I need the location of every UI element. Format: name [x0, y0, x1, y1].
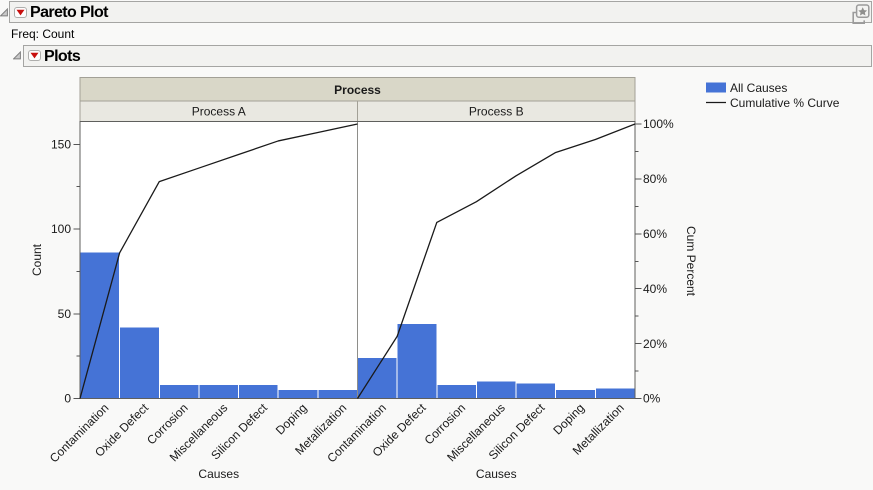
svg-text:150: 150 — [51, 137, 71, 151]
svg-text:20%: 20% — [643, 337, 667, 351]
svg-text:100: 100 — [51, 222, 71, 236]
svg-text:Cum Percent: Cum Percent — [684, 226, 698, 297]
svg-text:Process: Process — [334, 83, 381, 97]
svg-text:Causes: Causes — [476, 467, 517, 481]
svg-text:50: 50 — [58, 307, 72, 321]
svg-text:Count: Count — [30, 243, 44, 276]
svg-text:0%: 0% — [643, 392, 661, 406]
svg-text:40%: 40% — [643, 282, 667, 296]
svg-text:Process B: Process B — [469, 105, 524, 119]
svg-text:Causes: Causes — [198, 467, 239, 481]
svg-text:60%: 60% — [643, 227, 667, 241]
svg-text:All Causes: All Causes — [730, 81, 787, 95]
svg-text:Doping: Doping — [550, 401, 587, 438]
svg-text:Process A: Process A — [192, 105, 246, 119]
svg-text:0: 0 — [64, 392, 71, 406]
svg-text:80%: 80% — [643, 172, 667, 186]
svg-text:Doping: Doping — [273, 401, 310, 438]
svg-text:100%: 100% — [643, 117, 674, 131]
svg-text:Cumulative % Curve: Cumulative % Curve — [730, 96, 840, 110]
